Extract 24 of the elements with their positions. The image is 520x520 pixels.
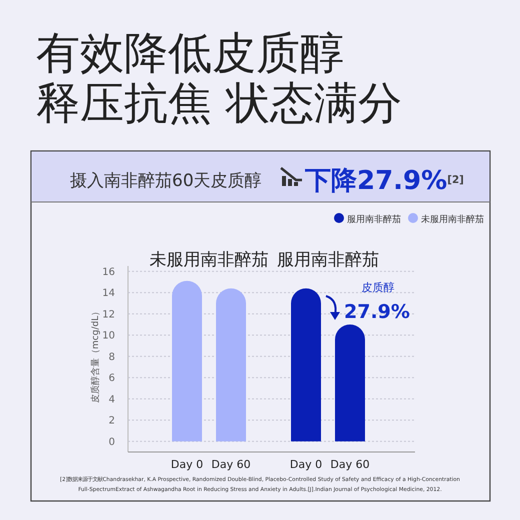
y-tick-label: 16: [102, 266, 115, 278]
chart-title: 有效降低皮质醇: [36, 28, 344, 79]
x-tick-label: Day 0: [290, 458, 322, 471]
text: 摄入南非醉茄60天皮质醇: [70, 171, 262, 191]
y-tick-label: 10: [102, 330, 115, 342]
y-tick-label: 12: [102, 309, 115, 320]
y-tick-label: 14: [102, 288, 115, 300]
annotation: 27.9%: [344, 301, 410, 323]
annotation: 皮质醇: [362, 281, 394, 294]
y-tick-label: 6: [108, 373, 115, 384]
legend-label: 服用南非醉茄: [347, 214, 401, 225]
y-tick-label: 8: [108, 352, 115, 363]
chart-subtitle: 释压抗焦 状态满分: [36, 78, 402, 129]
y-tick-label: 4: [108, 394, 115, 406]
y-axis-title: 皮质醇含量（mcg/dL）: [90, 306, 101, 404]
text: 下降27.9%$^{[2]}$: [304, 166, 464, 196]
x-tick-label: Day 60: [211, 458, 251, 471]
legend-label: 未服用南非醉茄: [421, 214, 484, 225]
x-tick-label: Day 60: [330, 458, 370, 471]
annotation: 未服用南非醉茄: [150, 250, 268, 270]
y-tick-label: 0: [108, 436, 115, 448]
y-tick-label: 2: [108, 416, 115, 427]
x-tick-label: Day 0: [170, 458, 204, 471]
annotation: 服用南非醉茄: [277, 250, 379, 270]
